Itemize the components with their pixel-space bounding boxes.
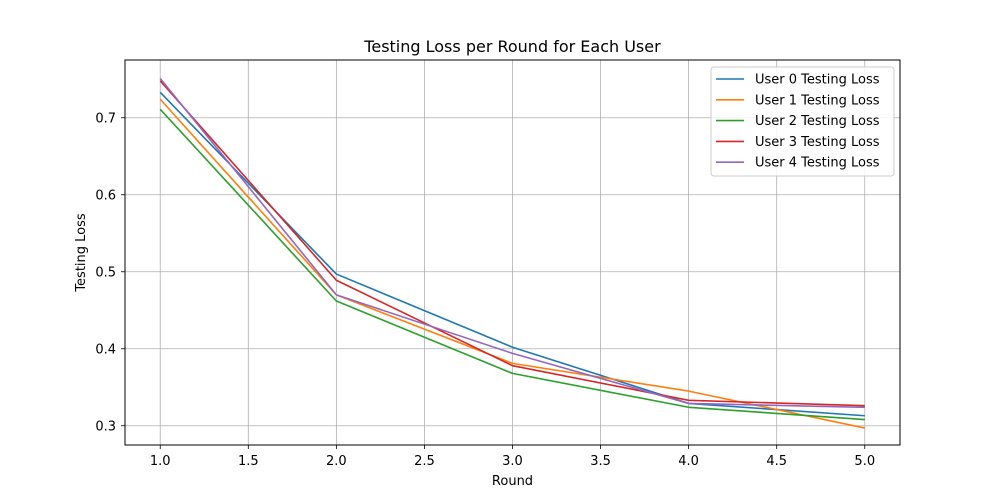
series-line-user-1 [159, 98, 865, 429]
x-tick-label: 2.0 [326, 454, 347, 469]
x-tick-label: 1.0 [150, 454, 171, 469]
y-tick-label: 0.6 [95, 188, 116, 203]
x-axis-ticks: 1.0 1.5 2.0 2.5 3.0 3.5 4.0 4.5 5.0 [150, 445, 875, 469]
x-axis-title: Round [492, 474, 533, 489]
y-tick-label: 0.3 [95, 419, 116, 434]
y-axis-ticks: 0.3 0.4 0.5 0.6 0.7 [95, 111, 125, 434]
y-tick-label: 0.5 [95, 265, 116, 280]
series-line-user-2 [159, 108, 865, 421]
x-tick-label: 5.0 [854, 454, 875, 469]
y-axis-title: Testing Loss [74, 213, 89, 293]
chart-title: Testing Loss per Round for Each User [363, 37, 661, 56]
y-tick-label: 0.7 [95, 111, 116, 126]
series-layer [159, 77, 865, 429]
series-line-user-3 [159, 80, 865, 407]
legend-label: User 1 Testing Loss [755, 93, 880, 108]
x-tick-label: 4.5 [766, 454, 787, 469]
legend-box [710, 66, 895, 177]
legend: User 0 Testing Loss User 1 Testing Loss Us… [710, 66, 895, 177]
legend-label: User 3 Testing Loss [755, 135, 880, 150]
legend-label: User 2 Testing Loss [755, 114, 880, 129]
series-line-user-4 [159, 77, 865, 409]
legend-label: User 0 Testing Loss [755, 73, 880, 88]
legend-label: User 4 Testing Loss [755, 156, 880, 171]
x-tick-label: 2.5 [414, 454, 435, 469]
x-tick-label: 1.5 [238, 454, 259, 469]
x-tick-label: 3.5 [590, 454, 611, 469]
y-tick-label: 0.4 [95, 342, 116, 357]
x-tick-label: 3.0 [502, 454, 523, 469]
x-tick-label: 4.0 [678, 454, 699, 469]
